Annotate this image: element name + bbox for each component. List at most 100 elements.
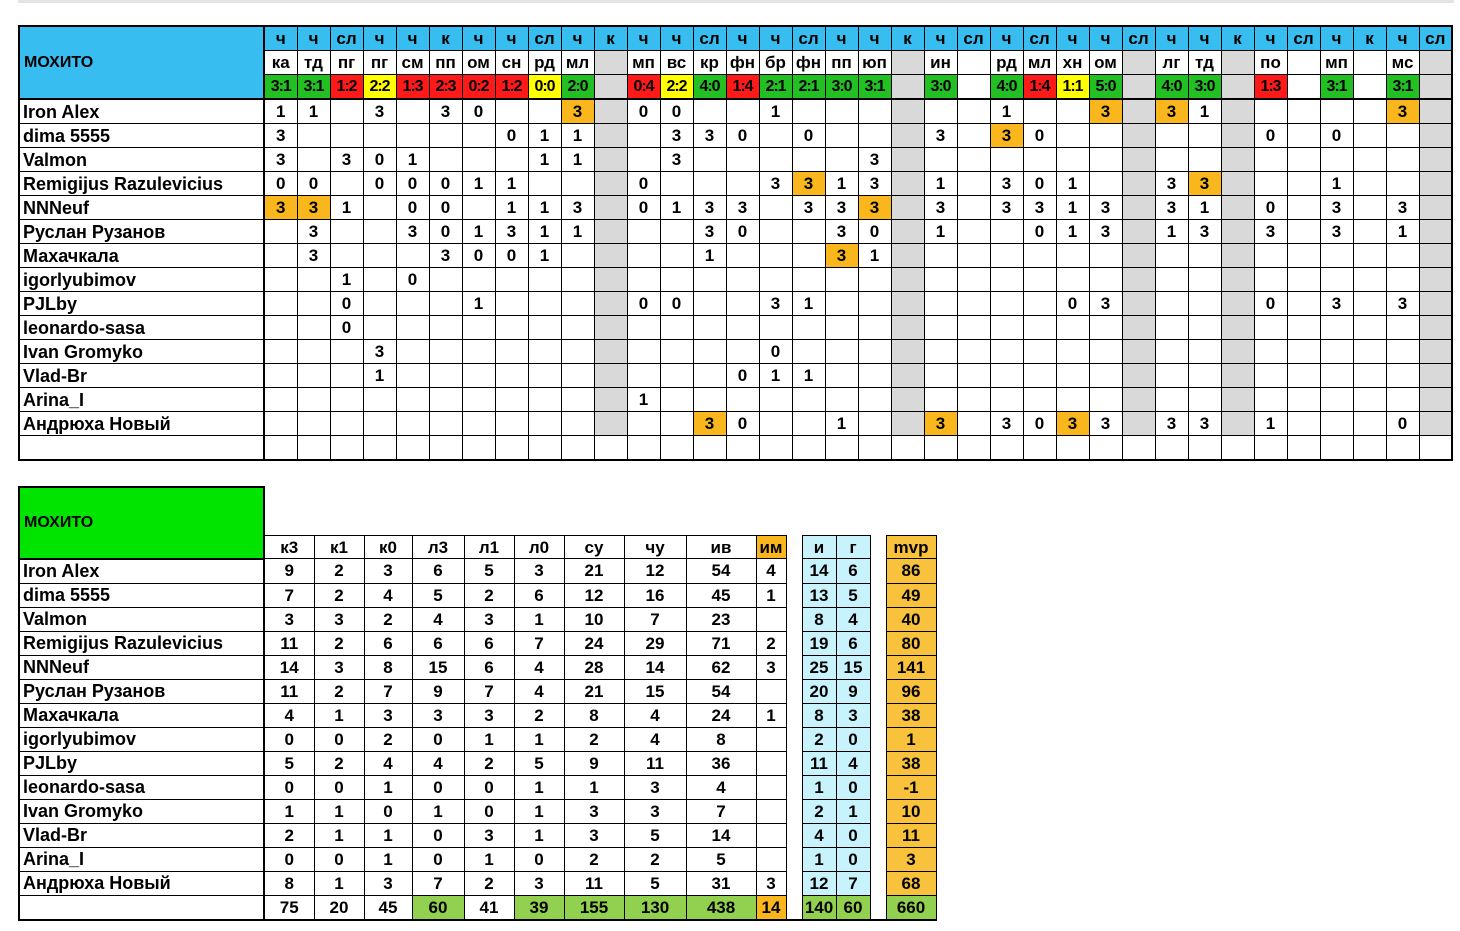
player-row: igorlyubimov 1 0 [18, 267, 1453, 292]
stat-cell: 5 [685, 846, 757, 872]
points-cell [362, 387, 397, 412]
summary-row: Ivan Gromyko 1 1 0 1 0 1 3 3 7 2 1 10 [18, 798, 937, 824]
points-cell: 3 [1385, 291, 1420, 316]
points-cell [725, 147, 760, 172]
points-cell [626, 243, 661, 268]
points-cell [758, 243, 793, 268]
points-cell: 1 [395, 147, 430, 172]
points-cell: 0 [791, 123, 826, 148]
opponent-cell [890, 50, 925, 75]
points-cell: 0 [1022, 219, 1057, 244]
points-cell: 0 [428, 195, 463, 220]
points-cell: 3 [692, 219, 727, 244]
points-cell [494, 291, 529, 316]
points-cell [1220, 219, 1255, 244]
points-cell [989, 243, 1024, 268]
stat-cell: 6 [411, 558, 465, 584]
points-cell: 1 [824, 411, 859, 436]
match-type-cell: ч [989, 25, 1024, 51]
stat-cell: 0 [463, 798, 515, 824]
points-cell: 3 [989, 195, 1024, 220]
points-cell: 1 [461, 171, 496, 196]
points-cell [1418, 267, 1453, 292]
player-row: PJLby 0 1 0 0 3 1 0 3 0 3 3 [18, 291, 1453, 316]
points-cell: 3 [560, 98, 595, 124]
opponent-cell [593, 50, 628, 75]
gap-cell [870, 703, 886, 727]
points-cell [857, 411, 892, 436]
points-cell: 3 [1088, 195, 1123, 220]
opponent-cell: кр [692, 50, 727, 75]
points-cell: 3 [1154, 171, 1189, 196]
opponent-cell [1286, 50, 1321, 75]
points-cell: 0 [1022, 411, 1057, 436]
points-cell: 3 [1154, 195, 1189, 220]
points-cell [989, 291, 1024, 316]
player-row: Iron Alex 1 1 3 3 0 3 0 0 1 1 3 3 1 3 [18, 98, 1453, 124]
points-cell [890, 411, 925, 436]
stat-cell: 2 [563, 726, 625, 752]
blank-cell [756, 487, 786, 536]
points-cell [1385, 243, 1420, 268]
points-cell [1220, 363, 1255, 388]
stat-cell: 7 [623, 606, 687, 632]
points-cell: 3 [989, 171, 1024, 196]
stat-cell: 4 [263, 702, 315, 728]
stat-cell: 36 [685, 750, 757, 776]
points-cell [329, 98, 364, 124]
points-cell [560, 243, 595, 268]
blank-cell [870, 487, 886, 536]
points-cell: 3 [1055, 411, 1090, 436]
team-name-cell: МОХИТО [18, 25, 265, 100]
stat-cell: 4 [801, 822, 837, 848]
points-cell [956, 315, 991, 340]
points-cell: 3 [296, 243, 331, 268]
stat-cell: 3 [263, 606, 315, 632]
points-cell [1022, 339, 1057, 364]
points-cell [1418, 219, 1453, 244]
stat-cell: 0 [313, 846, 365, 872]
stat-cell: 11 [263, 630, 315, 656]
points-cell [362, 219, 397, 244]
summary-row: leonardo-sasa 0 0 1 0 0 1 1 3 4 1 0 -1 [18, 774, 937, 800]
points-cell: 0 [1022, 123, 1057, 148]
stat-cell: 23 [685, 606, 757, 632]
points-cell [956, 243, 991, 268]
points-cell [1352, 98, 1387, 124]
opponent-cell: мл [560, 50, 595, 75]
stat-cell: 3 [835, 702, 871, 728]
points-cell: 3 [923, 123, 958, 148]
points-cell [1418, 123, 1453, 148]
points-cell [824, 339, 859, 364]
stat-header: к3 [263, 535, 315, 559]
points-cell [626, 339, 661, 364]
gap-cell [870, 775, 886, 799]
stat-cell: 4 [363, 582, 413, 608]
points-cell: 1 [494, 171, 529, 196]
points-cell [791, 411, 826, 436]
points-cell [1055, 315, 1090, 340]
points-cell [1154, 363, 1189, 388]
points-cell [1220, 315, 1255, 340]
points-cell [1088, 267, 1123, 292]
stat-cell: 14 [623, 654, 687, 680]
stat-cell: 3 [755, 870, 787, 896]
stat-cell: 5 [623, 822, 687, 848]
stat-cell: 31 [685, 870, 757, 896]
points-cell [857, 363, 892, 388]
blank-cell [412, 487, 464, 536]
points-cell [1286, 243, 1321, 268]
gap-cell [870, 631, 886, 655]
stat-cell: 3 [755, 654, 787, 680]
points-cell [296, 315, 331, 340]
points-cell [857, 291, 892, 316]
points-cell [1286, 98, 1321, 124]
points-cell-empty [461, 435, 496, 461]
gap-cell [870, 679, 886, 703]
points-cell [296, 267, 331, 292]
stat-cell: 1 [513, 798, 565, 824]
points-cell [263, 291, 298, 316]
opponent-cell: пг [362, 50, 397, 75]
player-row: Vlad-Br 1 0 1 1 [18, 363, 1453, 388]
points-cell [1286, 171, 1321, 196]
